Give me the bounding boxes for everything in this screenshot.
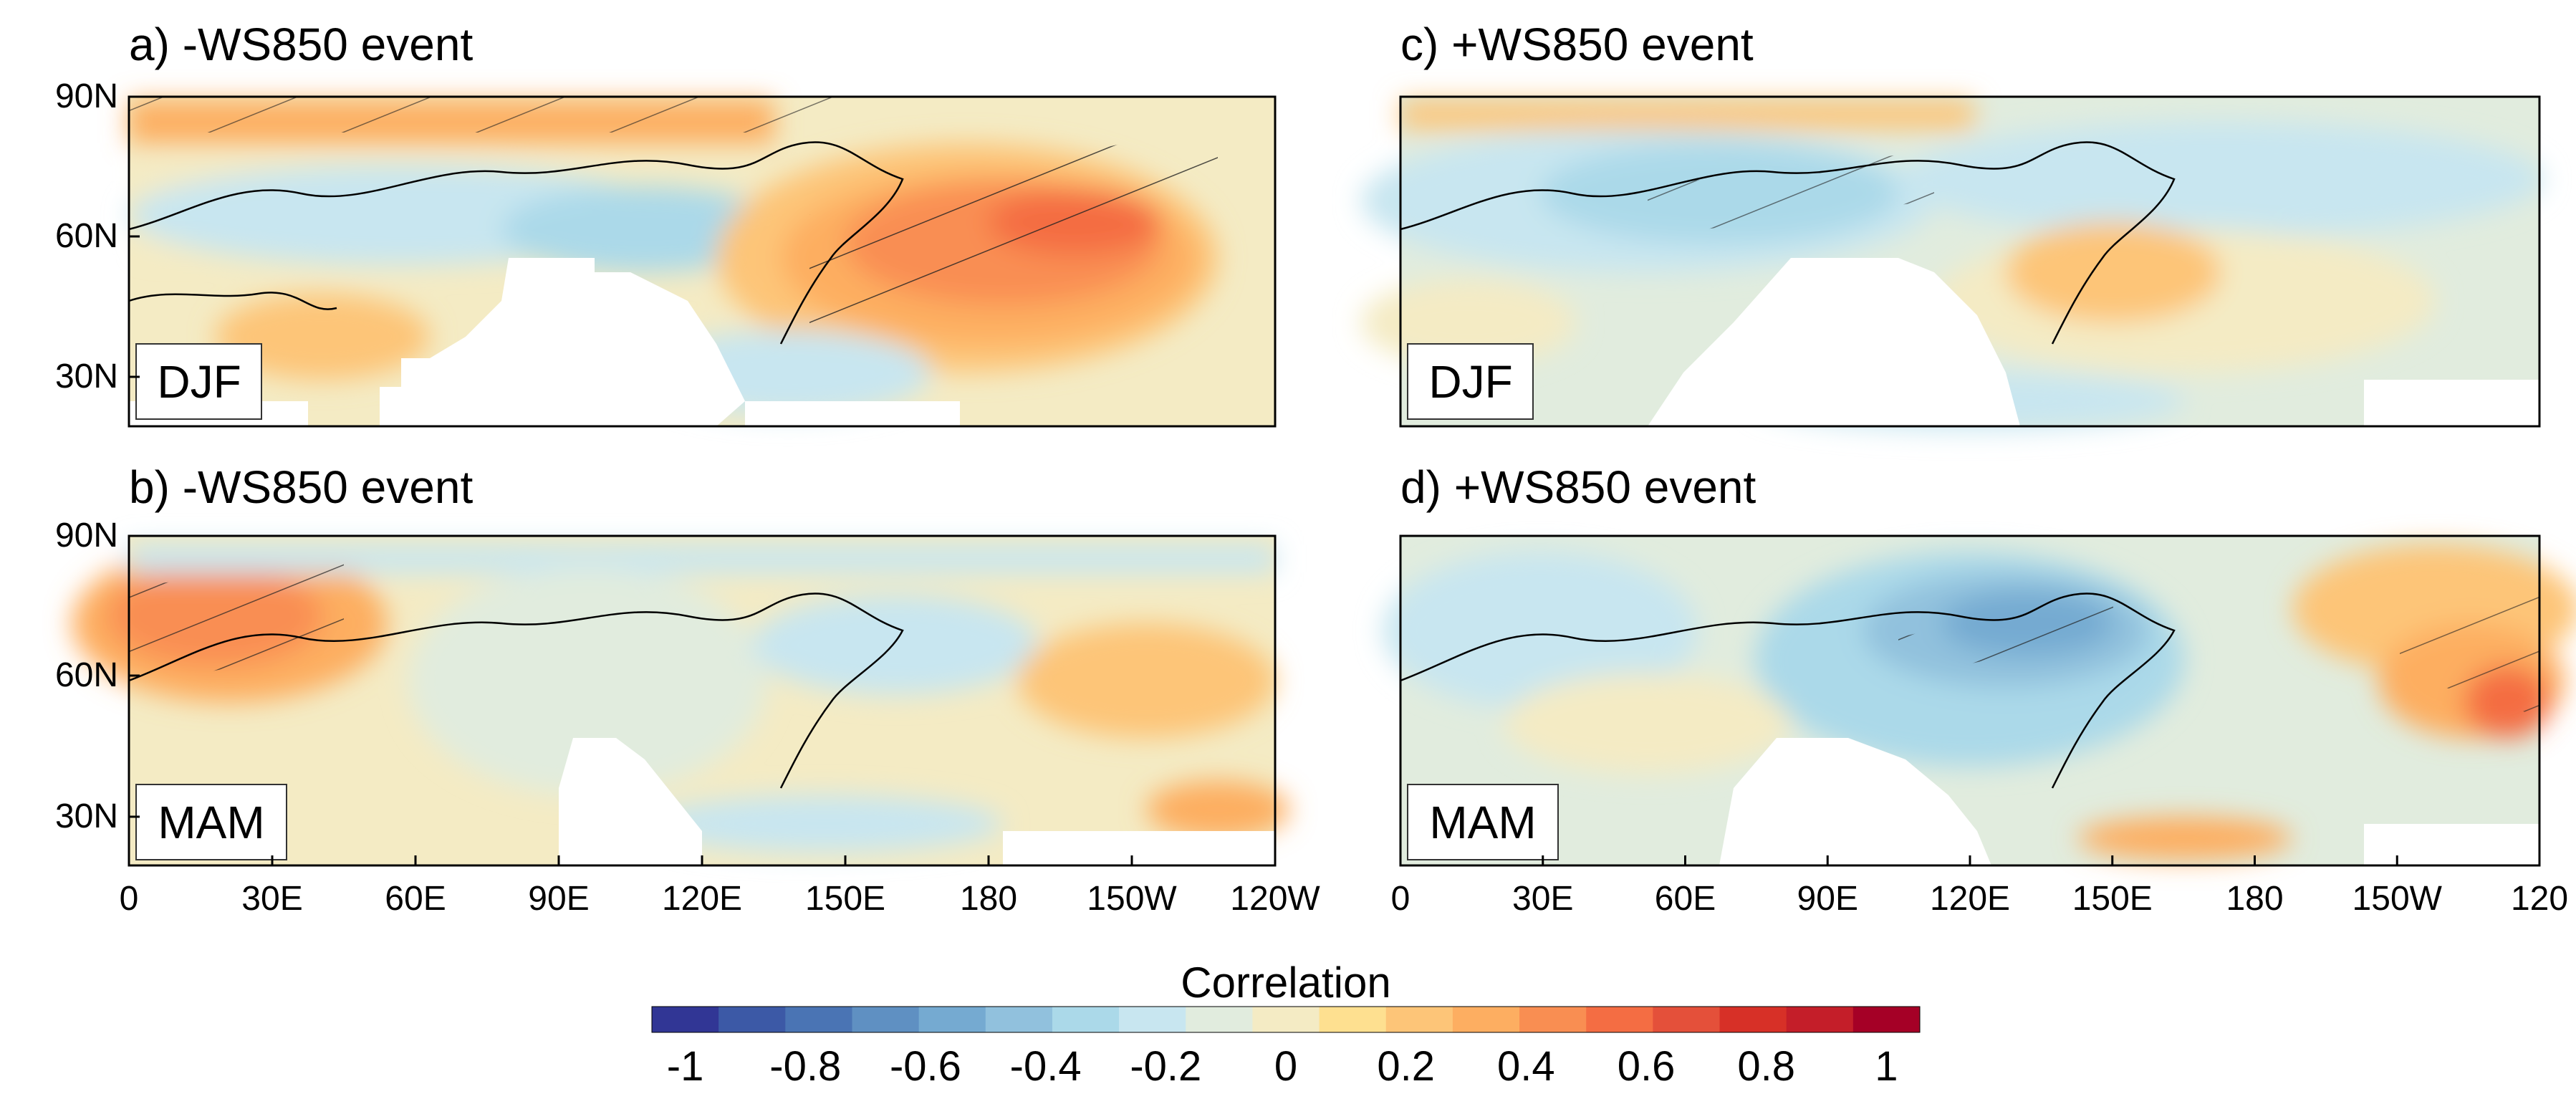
x-tick-label: 60E [1655, 880, 1716, 918]
colorbar-swatch [1786, 1007, 1854, 1032]
colorbar-tick-label: -0.8 [769, 1043, 841, 1090]
x-tick-label: 180 [2226, 880, 2283, 918]
x-tick-label: 150W [2352, 880, 2443, 918]
panel-a-y-ticks: 90N 60N 30N [55, 77, 140, 395]
panel-d: d) +WS850 event MAM [1383, 461, 2576, 918]
panel-c-title: c) +WS850 event [1400, 19, 1754, 70]
y-tick-label: 30N [55, 357, 118, 395]
x-tick-label: 120W [1230, 880, 1320, 918]
colorbar-tick-label: 0.2 [1377, 1043, 1435, 1090]
colorbar-swatch [1052, 1007, 1120, 1032]
colorbar-swatch [852, 1007, 920, 1032]
colorbar-tick-labels: -1 -0.8 -0.6 -0.4 -0.2 0 0.2 0.4 0.6 0.8 1 [667, 1043, 1898, 1090]
colorbar-swatch [1586, 1007, 1653, 1032]
x-tick-label: 150E [2072, 880, 2153, 918]
y-tick-label: 60N [55, 656, 118, 694]
panel-d-map [1383, 534, 2576, 867]
panel-b-title: b) -WS850 event [129, 461, 473, 513]
panel-d-x-ticks: 0 30E 60E 90E 120E 150E 180 150W 120 [1391, 855, 2568, 918]
panel-c-season-label: DJF [1428, 356, 1512, 408]
colorbar-tick-label: -0.4 [1010, 1043, 1082, 1090]
colorbar-swatch [1385, 1007, 1453, 1032]
x-tick-label: 30E [1512, 880, 1573, 918]
panel-b: b) -WS850 event MAM [55, 461, 1320, 918]
colorbar-swatch [1319, 1007, 1387, 1032]
colorbar-swatch [918, 1007, 986, 1032]
colorbar-swatch [985, 1007, 1053, 1032]
colorbar-swatch [1852, 1007, 1921, 1032]
colorbar-swatch [1119, 1007, 1186, 1032]
x-tick-label: 120E [1930, 880, 2010, 918]
panel-a-map [128, 95, 1277, 428]
colorbar-swatch [1186, 1007, 1253, 1032]
x-tick-label: 90E [1797, 880, 1858, 918]
colorbar-swatch [1653, 1007, 1721, 1032]
colorbar-tick-label: 0 [1274, 1043, 1297, 1090]
colorbar-swatch [719, 1007, 786, 1032]
x-tick-label: 150W [1087, 880, 1177, 918]
panel-b-season-box: MAM [135, 784, 287, 860]
colorbar-swatches [651, 1006, 1921, 1033]
panel-b-y-ticks: 90N 60N 30N [55, 517, 140, 835]
colorbar-tick-label: -0.2 [1130, 1043, 1201, 1090]
x-tick-label: 180 [960, 880, 1017, 918]
panel-c: c) +WS850 event DJF [1361, 19, 2543, 430]
colorbar-tick-label: 0.4 [1497, 1043, 1555, 1090]
colorbar-frame [651, 1006, 1921, 1033]
colorbar-tick-label: 0.8 [1737, 1043, 1795, 1090]
panel-a-title: a) -WS850 event [129, 19, 473, 70]
colorbar-tick-label: -1 [667, 1043, 704, 1090]
panel-c-season-box: DJF [1407, 343, 1534, 420]
x-tick-label: 150E [805, 880, 885, 918]
x-tick-label: 90E [528, 880, 589, 918]
y-tick-label: 30N [55, 797, 118, 835]
y-tick-label: 60N [55, 217, 118, 255]
colorbar-tick-label: 1 [1875, 1043, 1898, 1090]
x-tick-label: 120 [2511, 880, 2568, 918]
y-tick-label: 90N [55, 517, 118, 555]
panel-d-season-label: MAM [1429, 797, 1536, 848]
panel-d-season-box: MAM [1407, 784, 1559, 860]
colorbar-title: Correlation [1181, 959, 1390, 1007]
panel-a-season-label: DJF [157, 356, 241, 408]
x-tick-label: 0 [1391, 880, 1410, 918]
panel-d-title: d) +WS850 event [1400, 461, 1756, 513]
colorbar-swatch [652, 1007, 719, 1032]
x-tick-label: 0 [120, 880, 139, 918]
panel-b-map [72, 534, 1289, 867]
colorbar-tick-label: -0.6 [890, 1043, 961, 1090]
colorbar: Correlation -1 -0.8 -0.6 -0.4 -0.2 0 0.2 0.4 0.6… [651, 959, 1921, 1090]
colorbar-tick-label: 0.6 [1618, 1043, 1676, 1090]
panel-b-x-ticks: 0 30E 60E 90E 120E 150E 180 150W 120W [120, 855, 1320, 918]
panel-a: a) -WS850 event [55, 19, 1277, 428]
colorbar-swatch [1252, 1007, 1320, 1032]
x-tick-label: 120E [662, 880, 742, 918]
colorbar-swatch [1519, 1007, 1587, 1032]
colorbar-swatch [1719, 1007, 1787, 1032]
x-tick-label: 30E [241, 880, 302, 918]
x-tick-label: 60E [385, 880, 446, 918]
colorbar-swatch [1452, 1007, 1520, 1032]
panel-a-season-box: DJF [135, 343, 262, 420]
y-tick-label: 90N [55, 77, 118, 115]
panel-c-map [1361, 95, 2543, 430]
colorbar-swatch [785, 1007, 852, 1032]
panel-b-season-label: MAM [158, 797, 264, 848]
